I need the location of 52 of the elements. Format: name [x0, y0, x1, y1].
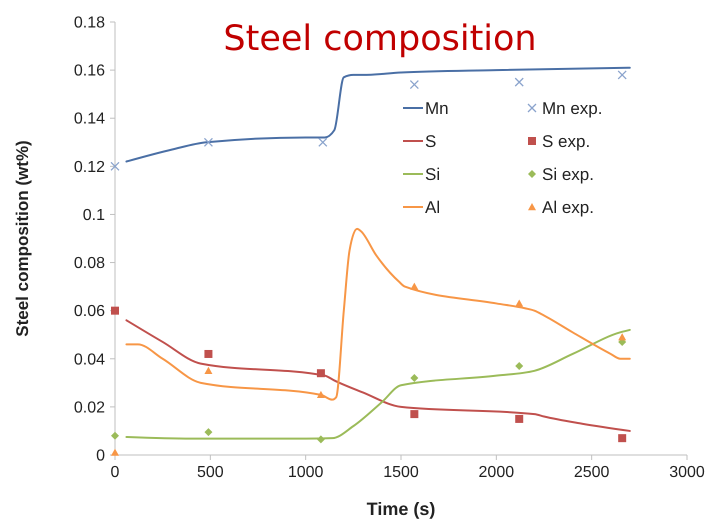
legend-label: Si: [425, 165, 440, 184]
point: [514, 77, 524, 87]
point: [410, 80, 419, 90]
x-tick-label: 500: [196, 464, 224, 481]
point: [111, 306, 119, 315]
point: [410, 374, 418, 382]
point: [204, 428, 212, 436]
y-tick-label: 0.08: [74, 255, 106, 272]
point: [515, 362, 524, 370]
y-tick-label: 0: [96, 448, 106, 464]
point: [204, 350, 212, 358]
y-axis-title: Steel composition (wt%): [13, 140, 32, 337]
point: [204, 138, 214, 147]
point: [618, 70, 627, 80]
legend-label: Al exp.: [542, 198, 594, 217]
legend-label: S: [425, 132, 436, 151]
x-tick-label: 2500: [574, 464, 610, 481]
legend-label: S exp.: [542, 132, 590, 151]
point: [110, 162, 120, 171]
legend-label: Mn: [425, 99, 449, 118]
y-tick-label: 0.02: [74, 399, 106, 416]
point: [318, 138, 328, 147]
point: [316, 435, 325, 444]
x-axis-title: Time (s): [366, 499, 436, 519]
point: [618, 434, 626, 442]
y-tick-label: 0.16: [74, 62, 106, 80]
legend-label: Al: [425, 198, 440, 217]
x-tick-label: 2000: [478, 464, 514, 481]
y-tick-label: 0.12: [74, 158, 106, 176]
legend-label: Si exp.: [542, 165, 594, 184]
y-tick-label: 0.14: [74, 110, 106, 128]
point: [410, 282, 418, 290]
legend-label: Mn exp.: [542, 99, 602, 118]
point: [410, 410, 418, 418]
x-tick-label: 0: [110, 464, 120, 481]
point: [515, 414, 524, 423]
y-tick-label: 0.18: [74, 14, 106, 32]
x-tick-label: 1000: [288, 464, 324, 481]
point: [316, 390, 325, 398]
point: [515, 299, 524, 307]
y-tick-label: 0.1: [82, 206, 106, 224]
x-tick-label: 1500: [383, 464, 419, 481]
y-tick-label: 0.04: [74, 351, 106, 368]
chart-title: Steel composition: [223, 19, 537, 59]
point: [316, 369, 325, 378]
line-series: [125, 66, 631, 163]
x-tick-label: 3000: [669, 464, 705, 481]
point: [111, 432, 119, 440]
point: [618, 333, 626, 340]
y-tick-label: 0.06: [74, 303, 106, 320]
point: [204, 366, 212, 374]
line-series: [125, 228, 631, 401]
